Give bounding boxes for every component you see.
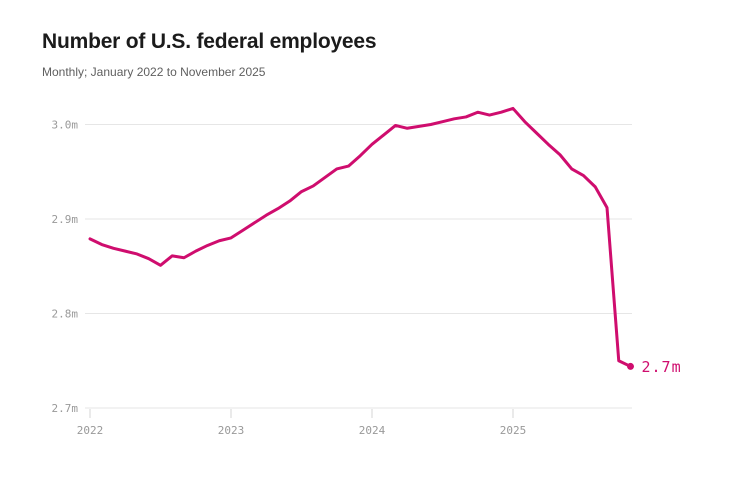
y-axis-label: 2.7m	[52, 402, 79, 415]
y-axis-label: 3.0m	[52, 118, 79, 131]
x-axis-label: 2022	[77, 424, 104, 437]
data-series-layer: 2.7m	[88, 106, 682, 376]
x-axis-label: 2025	[500, 424, 527, 437]
x-axis-label: 2023	[218, 424, 245, 437]
chart-subtitle: Monthly; January 2022 to November 2025	[42, 65, 266, 79]
x-axis-label: 2024	[359, 424, 386, 437]
end-point-label: 2.7m	[642, 358, 682, 376]
chart-title: Number of U.S. federal employees	[42, 30, 377, 53]
gridlines-layer	[85, 124, 632, 409]
federal-employees-line	[88, 106, 632, 368]
y-axis-labels-layer: 3.0m 2.9m 2.8m 2.7m	[52, 118, 79, 415]
y-axis-label: 2.9m	[52, 213, 79, 226]
y-axis-label: 2.8m	[52, 307, 79, 320]
x-axis-layer: 2022 2023 2024 2025	[77, 409, 527, 437]
end-point-dot	[627, 362, 634, 370]
